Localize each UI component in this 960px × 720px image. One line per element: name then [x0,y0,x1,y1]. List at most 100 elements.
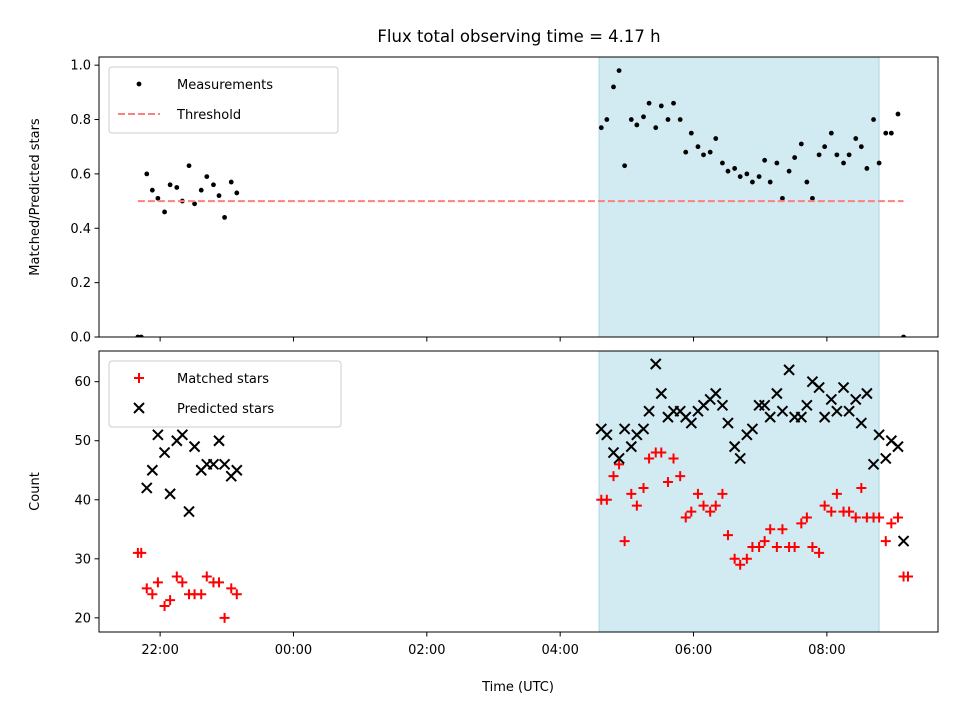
measurement-point [864,166,870,171]
x-tick-label: 02:00 [408,643,445,658]
predicted-point [758,399,771,412]
predicted-point [183,505,195,518]
counts-panel: 22:00 00:00 02:00 04:00 06:00 08:00 20 30 40 50 60… [28,350,939,658]
measurement-point [677,117,683,122]
matched-point [698,500,709,511]
matched-point [729,553,740,564]
measurement-point [162,209,167,215]
measurement-point [822,144,828,150]
legend-marker [133,402,145,414]
measurement-point [688,130,694,136]
measurement-point [841,160,846,166]
predicted-point [618,423,631,435]
x-tick-label: 04:00 [541,643,578,658]
matched-point [638,482,649,493]
measurement-point [665,117,671,122]
measurement-point [604,117,610,122]
ratio-panel: 0.0 0.2 0.4 0.6 0.8 1.0 Matched/Predicted star… [28,56,939,346]
predicted-point [164,488,176,500]
legend-marker [134,373,144,383]
matched-point [771,541,782,552]
predicted-point [722,417,734,429]
measurement-point [683,149,689,155]
predicted-point [625,440,638,453]
measurement-point [658,103,664,109]
measurement-point [234,190,240,196]
predicted-point [831,405,843,417]
x-tick-label: 06:00 [675,643,712,658]
measurement-point [144,171,150,177]
predicted-point [850,393,862,406]
measurement-point [725,168,731,174]
measurement-point [174,185,180,190]
predicted-point [650,358,662,370]
matched-point [171,571,182,582]
y-tick-label: 0.6 [70,167,91,182]
measurement-point [853,136,859,141]
matched-point [680,512,691,523]
measurement-point [646,100,652,106]
predicted-point [734,452,746,465]
predicted-point [843,405,855,417]
matched-point [826,506,837,517]
predicted-point [146,464,159,476]
measurement-point [888,130,894,136]
predicted-point [776,405,789,417]
measurement-point [804,179,810,185]
matched-point [777,524,788,535]
matched-point [735,559,746,570]
measurement-point [792,155,798,160]
x-tick-label: 08:00 [808,643,845,658]
matched-point [880,536,891,547]
matched-point [141,583,152,594]
matched-point [668,453,679,464]
matched-point [796,518,807,529]
measurement-point [671,100,676,106]
measurement-point [198,187,204,193]
measurement-point [138,334,144,337]
matched-point [196,589,207,600]
measurement-point [786,168,792,174]
predicted-point [837,381,850,394]
matched-point [656,447,667,458]
measurement-point [871,117,876,122]
measurement-point [222,214,227,220]
y-tick-label: 40 [74,493,91,508]
y-axis-label: Count [28,472,43,511]
legend-box [108,66,339,134]
y-tick-label: 60 [74,375,91,390]
legend-label: Matched stars [177,372,269,387]
measurement-point [816,152,822,158]
data-marks [132,358,913,623]
predicted-point [158,446,171,459]
chart-title: Flux total observing time = 4.17 h [377,27,660,46]
matched-point [159,601,170,612]
matched-point [722,530,733,541]
matched-point [801,512,812,523]
matched-point [165,595,176,606]
measurement-point [228,179,234,185]
matched-point [614,459,625,470]
matched-point [219,612,230,623]
matched-point [789,541,800,552]
measurement-point [192,201,197,207]
predicted-point [801,399,813,412]
measurement-point [762,157,768,163]
predicted-point [867,458,880,471]
predicted-point [771,387,783,400]
legend-label: Predicted stars [177,402,274,417]
matched-point [759,536,770,547]
matched-point [601,494,612,505]
matched-point [831,488,842,499]
legend-label: Measurements [177,78,273,93]
measurement-point [204,174,210,180]
predicted-point [637,423,650,435]
y-tick-label: 0.0 [70,331,91,346]
y-tick-label: 50 [74,434,91,449]
measurement-point [732,166,738,171]
matched-point [675,471,686,482]
measurement-point [653,125,659,131]
matched-point [850,512,861,523]
matched-point [819,500,830,511]
predicted-point [825,393,838,406]
